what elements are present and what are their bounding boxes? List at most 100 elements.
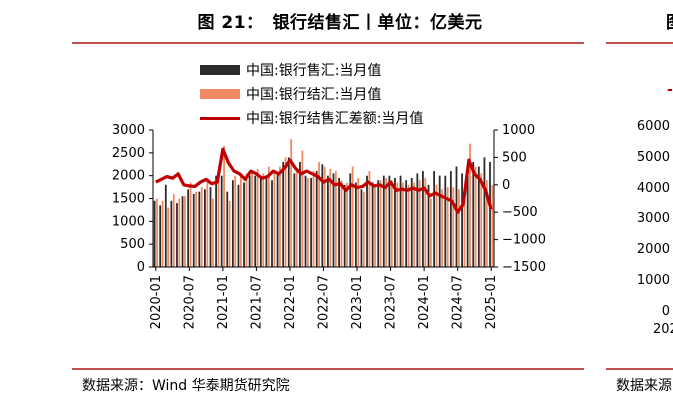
- bar-settle: [485, 180, 488, 267]
- bar-settle: [374, 184, 376, 267]
- bar-settle: [446, 187, 449, 267]
- bar-settle: [318, 161, 320, 267]
- bar-settle: [340, 180, 343, 267]
- legend-swatch-settle: [200, 89, 240, 99]
- bar-settle: [256, 168, 259, 267]
- bar-sell: [455, 166, 458, 267]
- bank-fx-chart: 3000 2500 2000 1500 1000 500 0 1000 500 0 −500 −10…: [112, 123, 546, 329]
- bar-settle: [234, 175, 237, 267]
- legend-label-settle: 中国:银行结汇:当月值: [246, 87, 382, 103]
- bar-settle: [239, 175, 242, 267]
- right-tick-label: 1000: [502, 123, 535, 138]
- x-tick-label: 2023-07: [384, 275, 399, 329]
- figure-title: 图 21： 银行结售汇丨单位：亿美元: [197, 13, 483, 33]
- bar-sell: [271, 180, 273, 267]
- bar-sell: [349, 173, 352, 267]
- bar-sell: [338, 177, 340, 267]
- bar-settle: [407, 184, 410, 267]
- bar-sell: [371, 182, 374, 267]
- bar-sell: [299, 161, 301, 267]
- left-tick-label: 2000: [112, 169, 145, 184]
- x-tick-label: 2021-07: [249, 275, 264, 329]
- bar-settle: [245, 173, 248, 267]
- bar-sell: [226, 191, 229, 267]
- bar-settle: [228, 200, 231, 267]
- bar-sell: [243, 182, 245, 267]
- bar-sell: [231, 180, 234, 267]
- bar-settle: [223, 145, 225, 267]
- bar-settle: [346, 182, 348, 267]
- right-tick-label: −1000: [502, 233, 546, 248]
- bar-sell: [388, 175, 391, 267]
- left-tick-label: 1500: [112, 192, 145, 207]
- bar-sell: [164, 184, 167, 267]
- bar-sell: [153, 200, 156, 267]
- x-tick-label: 2022-01: [283, 275, 298, 329]
- bar-sell: [405, 180, 408, 267]
- bar-settle: [172, 193, 175, 267]
- bar-settle: [217, 175, 220, 267]
- bar-sell: [360, 189, 363, 267]
- x-tick-label: 2024-07: [451, 275, 466, 329]
- bar-settle: [323, 166, 326, 267]
- bar-settle: [418, 180, 421, 267]
- bar-settle: [329, 168, 332, 267]
- legend-item-settle: 中国:银行结汇:当月值: [200, 84, 381, 104]
- bar-series: [153, 139, 494, 267]
- right-tick-label: 0: [502, 178, 510, 193]
- x-tick-label: 2021-01: [216, 275, 231, 329]
- bar-sell: [209, 187, 212, 267]
- bar-sell: [438, 175, 441, 267]
- bar-sell: [366, 175, 368, 267]
- right-x-tick-fragment: 202: [653, 322, 673, 337]
- right-bottom-rule: [606, 368, 673, 370]
- bar-sell: [159, 205, 162, 267]
- bar-settle: [469, 143, 471, 267]
- bar-settle: [262, 173, 265, 267]
- bar-sell: [192, 193, 195, 267]
- bar-settle: [396, 182, 399, 267]
- bar-sell: [198, 191, 201, 267]
- bar-sell: [310, 177, 313, 267]
- bar-sell: [449, 171, 452, 267]
- bar-sell: [315, 171, 318, 267]
- bar-sell: [477, 166, 480, 267]
- bar-settle: [452, 187, 455, 267]
- bar-sell: [444, 175, 447, 267]
- bar-sell: [427, 184, 430, 267]
- left-tick-label: 3000: [112, 123, 145, 138]
- x-tick-label: 2023-01: [350, 275, 365, 329]
- bar-sell: [293, 173, 296, 267]
- legend-swatch-sell: [200, 65, 240, 75]
- bar-settle: [430, 198, 432, 267]
- x-tick-label: 2020-07: [182, 275, 197, 329]
- bar-settle: [480, 173, 483, 267]
- bar-settle: [161, 200, 164, 267]
- bar-settle: [267, 166, 270, 267]
- bar-sell: [483, 157, 486, 267]
- bar-sell: [461, 173, 463, 267]
- bar-settle: [307, 177, 309, 267]
- right-legend-fragment: -: [667, 82, 673, 98]
- right-figure-tick-label: 4000: [636, 180, 670, 196]
- legend-swatch-diff: [200, 116, 240, 120]
- bar-settle: [441, 189, 443, 267]
- bar-settle: [312, 171, 315, 267]
- bar-settle: [402, 182, 404, 267]
- bar-sell: [489, 161, 491, 267]
- source-note: 数据来源：Wind 华泰期货研究院: [82, 378, 290, 394]
- bar-sell: [215, 175, 217, 267]
- bar-settle: [284, 157, 287, 267]
- bar-settle: [189, 182, 192, 267]
- right-source-fragment: 数据来源: [616, 378, 672, 394]
- bar-settle: [195, 191, 198, 267]
- bar-sell: [472, 161, 475, 267]
- bar-sell: [181, 196, 184, 267]
- bar-settle: [457, 189, 460, 267]
- right-figure-tick-label: 6000: [636, 119, 670, 134]
- bar-sell: [382, 175, 385, 267]
- bar-sell: [276, 173, 279, 267]
- left-tick-label: 500: [120, 237, 145, 252]
- bar-settle: [357, 177, 360, 267]
- diff-line-series: [155, 147, 493, 214]
